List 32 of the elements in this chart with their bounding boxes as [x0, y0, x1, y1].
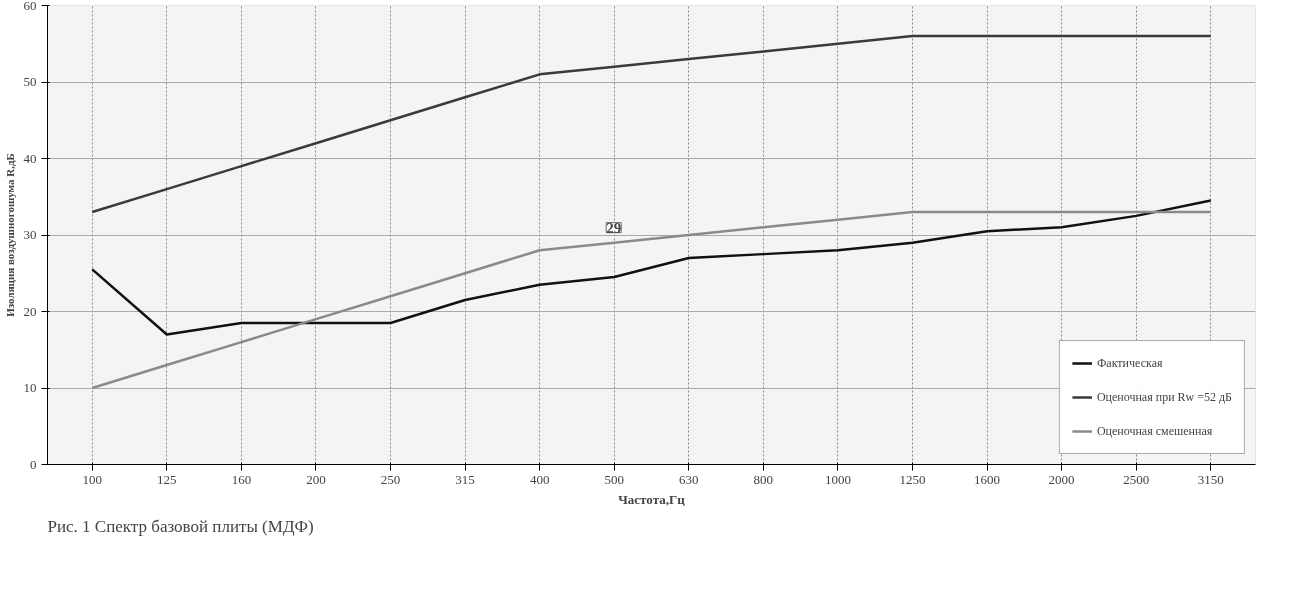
x-tick-label: 1600	[974, 471, 1001, 487]
x-tick-label: 250	[380, 471, 401, 487]
y-tick-label: 0	[30, 456, 37, 472]
x-tick-label: 500	[604, 471, 624, 487]
x-tick-label: 200	[306, 471, 326, 487]
x-tick-label: 1250	[899, 471, 926, 487]
annotation: 29	[606, 219, 622, 236]
x-tick-label: 125	[157, 471, 177, 487]
legend-label: Оценочная смешенная	[1096, 423, 1213, 439]
x-tick-label: 800	[753, 471, 774, 487]
y-tick-label: 40	[23, 150, 37, 166]
y-tick-label: 60	[23, 0, 37, 13]
y-tick-label: 30	[23, 227, 37, 242]
x-tick-label: 2000	[1048, 471, 1075, 487]
text: Рис. 1 Спектр базовой плиты (МДФ)	[47, 516, 314, 536]
x-tick-label: 1000	[824, 471, 851, 487]
x-tick-label: 3150	[1197, 471, 1224, 487]
x-tick-label: 630	[679, 471, 699, 487]
x-tick-label: 2500	[1123, 471, 1150, 487]
legend-label: Фактическая	[1096, 355, 1163, 371]
x-axis-title: Частота,Гц	[618, 491, 686, 507]
x-tick-label: 100	[82, 471, 102, 487]
x-tick-label: 400	[529, 471, 550, 487]
y-axis-title: Изоляция воздушногошума R,дБ	[3, 153, 16, 317]
x-tick-label: 315	[455, 471, 475, 487]
y-tick-label: 20	[23, 303, 37, 319]
line-series	[90, 199, 1213, 336]
y-tick-label: 50	[23, 74, 37, 89]
legend-label: Оценочная при Rw =52 дБ	[1096, 389, 1232, 405]
x-tick-label: 160	[231, 471, 252, 487]
line-series	[90, 34, 1213, 214]
y-tick-label: 10	[23, 380, 37, 395]
